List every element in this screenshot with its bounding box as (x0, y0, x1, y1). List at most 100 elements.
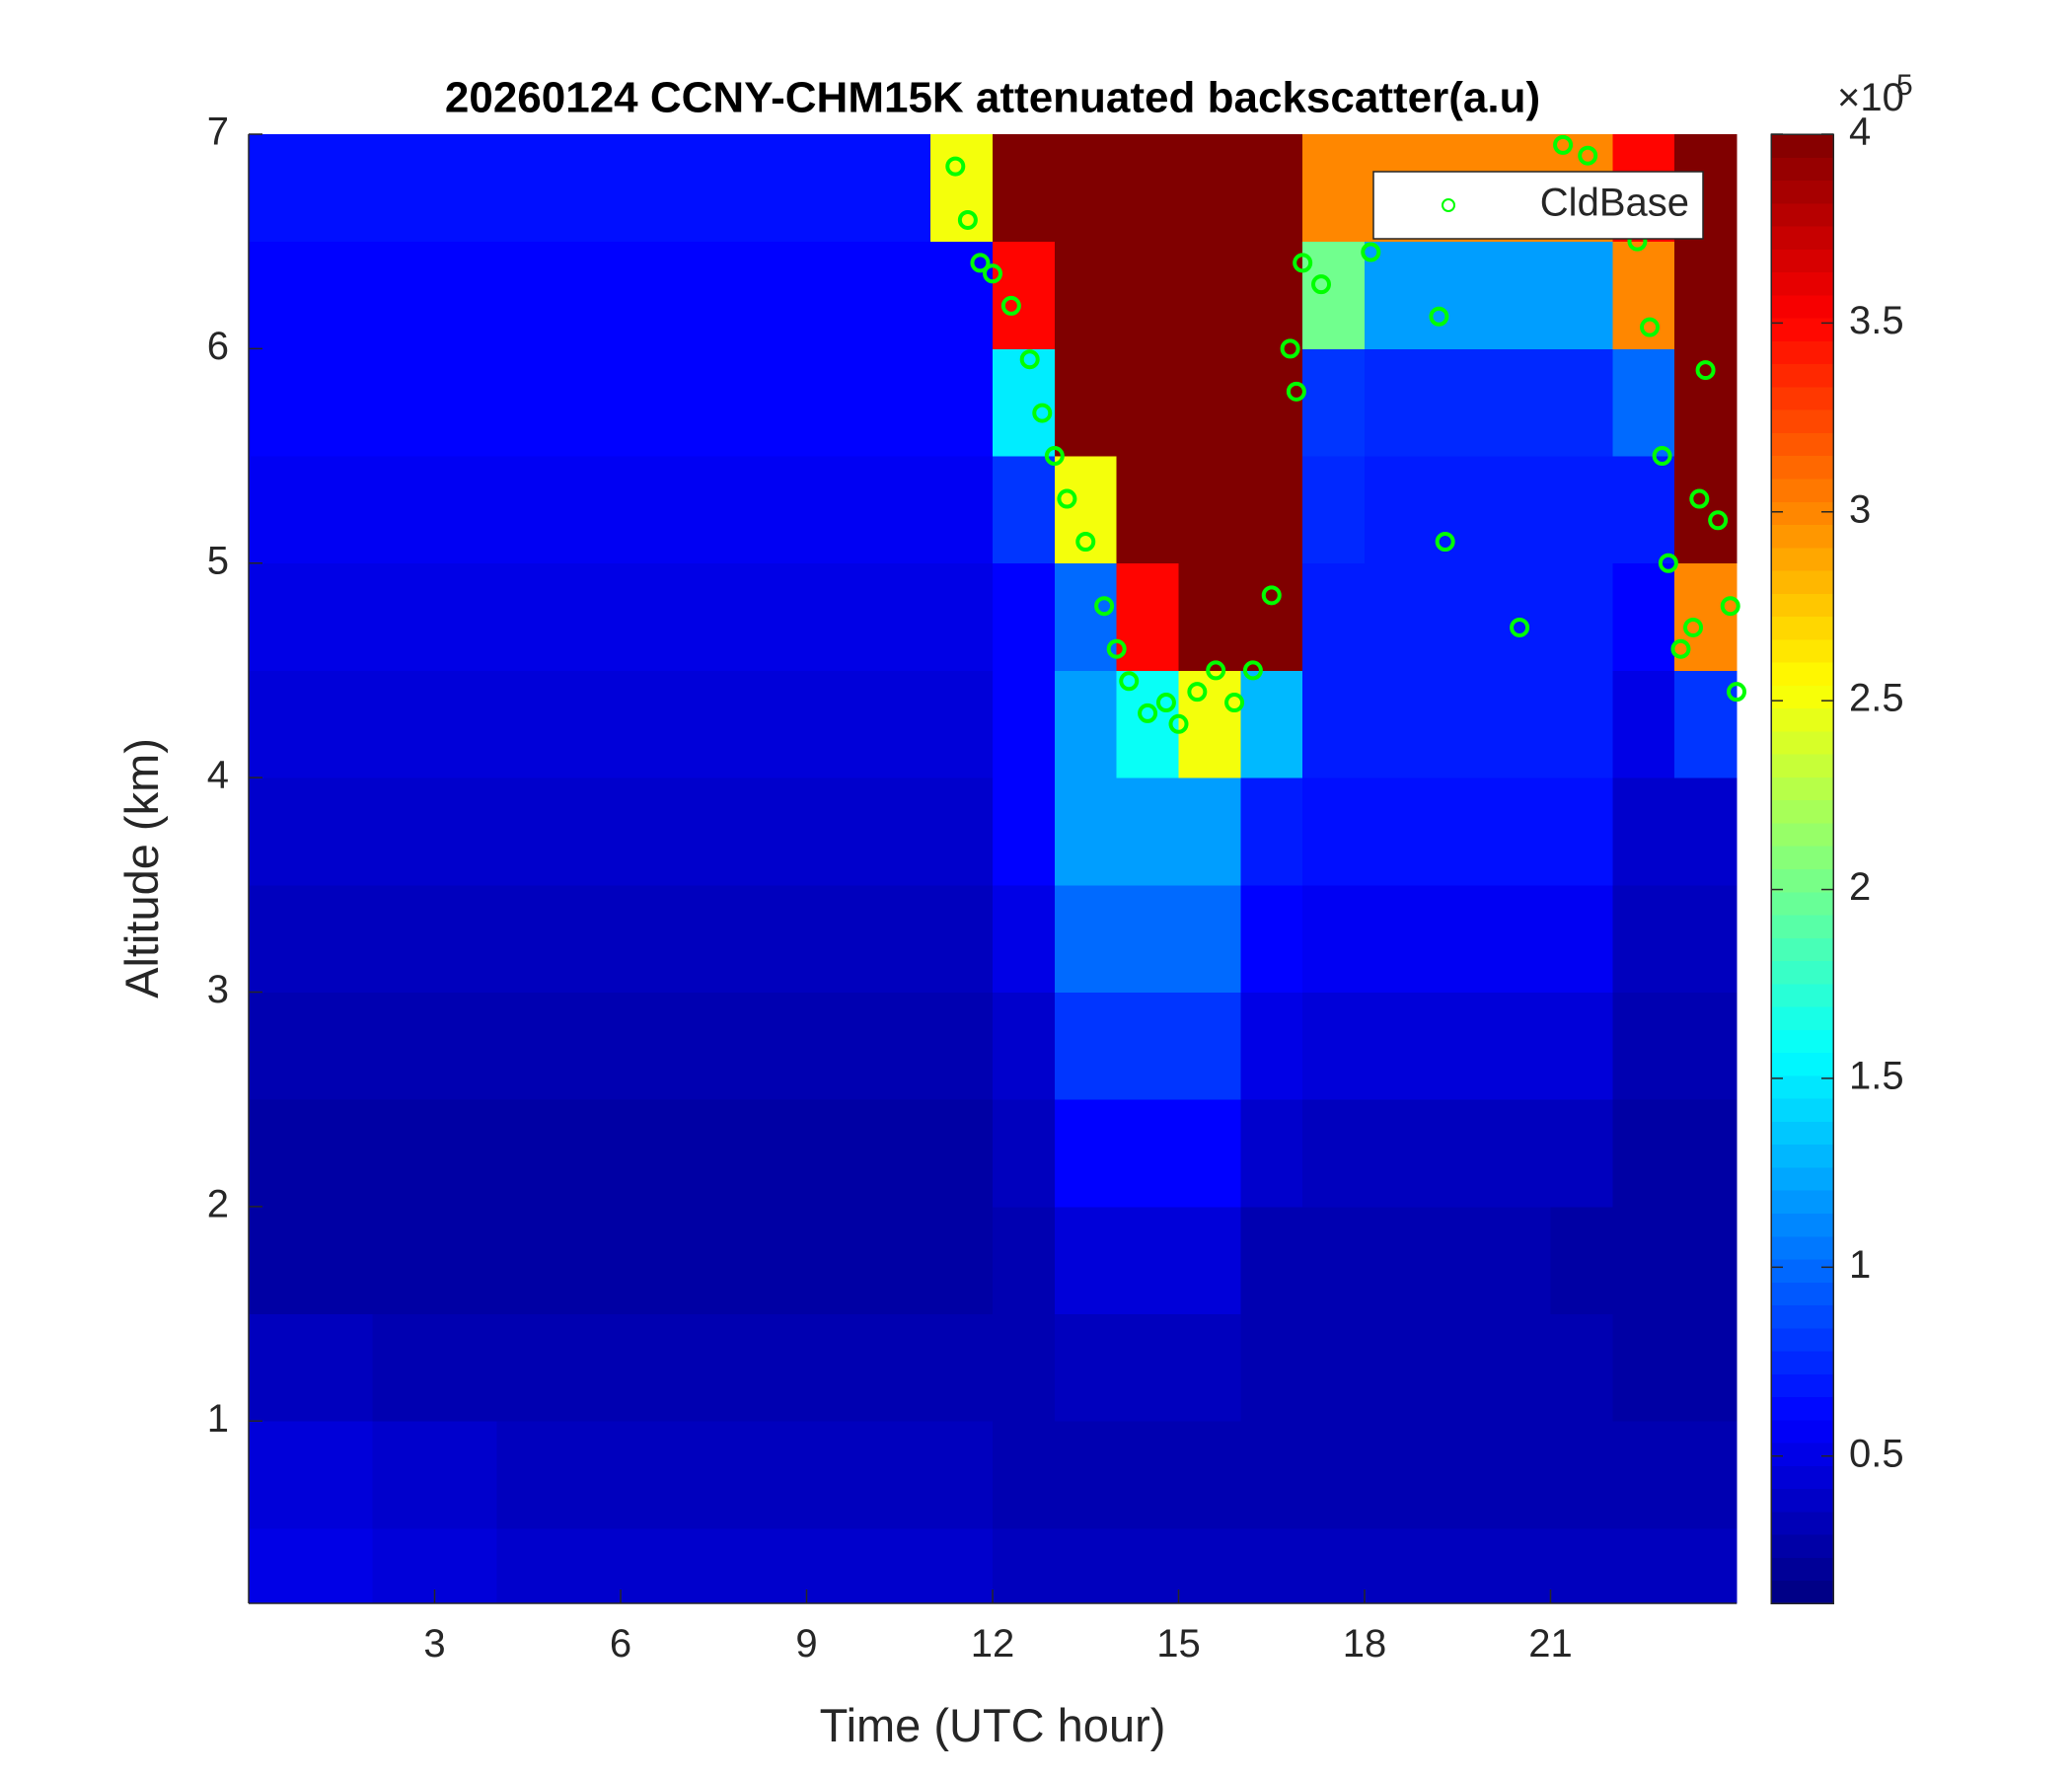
heat-cell (1365, 456, 1428, 564)
heat-cell (1426, 1206, 1490, 1315)
heat-cell (558, 1421, 622, 1529)
heat-cell (1488, 1099, 1551, 1208)
heat-cell (1302, 348, 1366, 457)
heat-cell (1302, 777, 1366, 886)
legend-label: CldBase (1540, 182, 1689, 225)
heat-cell (1550, 1313, 1613, 1422)
colorbar-segment (1771, 524, 1833, 549)
heat-cell (744, 992, 807, 1100)
heat-cell (1240, 348, 1303, 457)
colorbar-segment (1771, 570, 1833, 594)
colorbar-segment (1771, 1373, 1833, 1398)
heat-cell (621, 1527, 684, 1604)
cloud-base-points (945, 134, 1746, 734)
heat-cell (1240, 134, 1303, 243)
colorbar-frame (1770, 133, 1834, 1604)
heat-cell (930, 348, 994, 457)
heat-cell (434, 348, 497, 457)
colorbar-segment (1771, 1511, 1833, 1535)
colorbar-segment (1771, 1327, 1833, 1352)
heat-cell (1240, 1527, 1303, 1604)
heat-cell (1116, 1313, 1179, 1422)
colorbar-segment (1771, 1443, 1833, 1466)
colorbar-segment (1771, 662, 1833, 686)
colorbar-segment (1771, 294, 1833, 319)
heat-cell (1612, 670, 1675, 778)
heat-cell (310, 1313, 374, 1422)
heat-cell (1426, 777, 1490, 886)
colorbar-segment (1771, 340, 1833, 365)
heat-cell (806, 1421, 869, 1529)
heat-cell (1178, 241, 1241, 349)
heat-cell (621, 1421, 684, 1529)
colorbar-segment (1771, 685, 1833, 709)
heat-cell (496, 1099, 559, 1208)
heat-cell (868, 456, 931, 564)
heat-cell (1674, 1099, 1738, 1208)
heat-cell (682, 1099, 746, 1208)
heat-cell (1054, 1421, 1118, 1529)
heat-cell (1240, 456, 1303, 564)
colorbar-segment (1771, 478, 1833, 502)
heat-cell (682, 1313, 746, 1422)
heat-cell (1116, 456, 1179, 564)
colorbar-segment (1771, 777, 1833, 801)
heat-cell (1302, 884, 1366, 993)
cloud-base-point (1695, 360, 1716, 381)
cloud-base-point (983, 263, 1002, 284)
heat-cell (1550, 777, 1613, 886)
heat-cell (1116, 992, 1179, 1100)
colorbar-segment (1771, 180, 1833, 204)
colorbar-segment (1771, 915, 1833, 938)
heat-cell (1240, 670, 1303, 778)
heat-cell (993, 134, 1056, 243)
heat-cell (744, 1527, 807, 1604)
cloud-base-point (1720, 596, 1740, 617)
cloud-base-point (1286, 381, 1306, 402)
heat-cell (496, 1313, 559, 1422)
heat-cell (1240, 1313, 1303, 1422)
heat-cell (1550, 1421, 1613, 1529)
heat-cell (310, 992, 374, 1100)
heat-cell (1116, 1527, 1179, 1604)
heat-cell (310, 777, 374, 886)
heat-cell (1612, 1099, 1675, 1208)
heat-cell (744, 456, 807, 564)
heat-cell (744, 1099, 807, 1208)
heat-cell (1302, 562, 1366, 671)
heat-cell (434, 562, 497, 671)
heat-cell (1488, 1421, 1551, 1529)
heat-cell (558, 562, 622, 671)
cloud-base-point (1187, 682, 1208, 703)
colorbar-segment (1771, 1235, 1833, 1260)
heat-cell (1426, 992, 1490, 1100)
heat-cell (868, 1313, 931, 1422)
heat-cell (993, 884, 1056, 993)
heat-cell (682, 562, 746, 671)
cloud-base-point (1000, 295, 1021, 316)
heat-cell (868, 1099, 931, 1208)
colorbar-segment (1771, 754, 1833, 777)
colorbar-segment (1771, 730, 1833, 755)
heat-cell (558, 348, 622, 457)
heat-cell (1365, 562, 1428, 671)
heat-cell (1054, 1527, 1118, 1604)
cloud-base-point (1044, 446, 1065, 467)
colorbar-segment (1771, 1098, 1833, 1122)
colorbar-segment (1771, 318, 1833, 341)
heat-cell (1426, 1313, 1490, 1422)
heat-cell (1426, 241, 1490, 349)
y-tick-label: 4 (207, 754, 229, 797)
heat-cell (1302, 670, 1366, 778)
heat-cell (310, 1206, 374, 1315)
x-tick-label: 3 (423, 1622, 445, 1665)
heat-cell (930, 1527, 994, 1604)
heat-cell (868, 992, 931, 1100)
heat-cell (434, 884, 497, 993)
colorbar-segment (1771, 226, 1833, 250)
heat-cell (993, 241, 1056, 349)
heat-cell (372, 992, 435, 1100)
heat-cell (1488, 1527, 1551, 1604)
heat-cell (434, 1206, 497, 1315)
colorbar-exponent: 5 (1896, 69, 1913, 102)
